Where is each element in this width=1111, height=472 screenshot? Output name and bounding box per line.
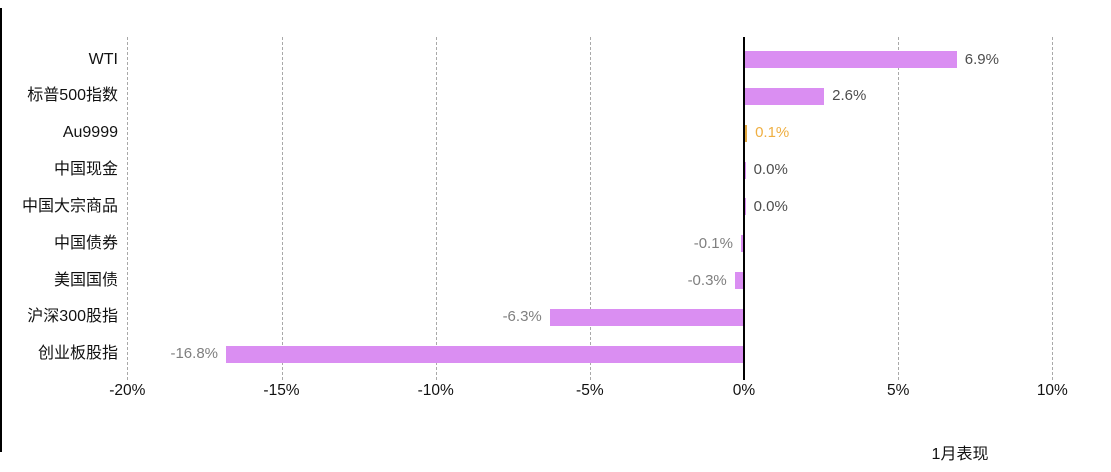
- category-label: WTI: [88, 50, 118, 68]
- value-label: 0.0%: [753, 161, 788, 179]
- category-label: Au9999: [62, 124, 118, 142]
- x-tick-label: -20%: [109, 382, 146, 399]
- category-label: 沪深300股指: [27, 308, 118, 326]
- x-tick-label: -5%: [576, 382, 604, 399]
- category-label: 创业板股指: [37, 345, 118, 363]
- gridline: [281, 37, 283, 380]
- gridline: [589, 37, 591, 380]
- value-label: 6.9%: [964, 50, 999, 68]
- zero-axis-line: [743, 37, 745, 380]
- value-label: 0.1%: [755, 124, 790, 142]
- gridline: [898, 37, 900, 380]
- value-label: 0.0%: [753, 197, 788, 215]
- category-label: 中国大宗商品: [21, 197, 118, 215]
- bar-positive: [744, 124, 748, 142]
- bar-negative: [226, 345, 744, 363]
- category-label: 中国债券: [53, 234, 118, 252]
- axis-caption: 1月表现: [931, 446, 989, 463]
- category-label: 美国国债: [53, 271, 118, 289]
- category-label: 标普500指数: [27, 87, 118, 105]
- bar-negative: [734, 272, 744, 290]
- x-tick-label: 5%: [886, 382, 910, 399]
- x-tick-label: -15%: [263, 382, 300, 399]
- gridline: [1052, 37, 1054, 380]
- left-border-line: [0, 8, 2, 452]
- x-tick-label: -10%: [417, 382, 454, 399]
- value-label: 2.6%: [832, 87, 867, 105]
- gridline: [127, 37, 129, 380]
- bar-negative: [549, 308, 744, 326]
- value-label: -16.8%: [170, 345, 218, 363]
- value-label: -0.1%: [693, 234, 733, 252]
- value-label: -0.3%: [687, 271, 727, 289]
- bar-positive: [744, 51, 957, 68]
- value-label: -6.3%: [502, 308, 542, 326]
- x-tick-label: 10%: [1036, 382, 1068, 399]
- x-tick-label: 0%: [732, 382, 756, 399]
- category-label: 中国现金: [53, 161, 118, 179]
- bar-positive: [744, 87, 825, 105]
- bar-negative: [740, 235, 744, 253]
- gridline: [435, 37, 437, 380]
